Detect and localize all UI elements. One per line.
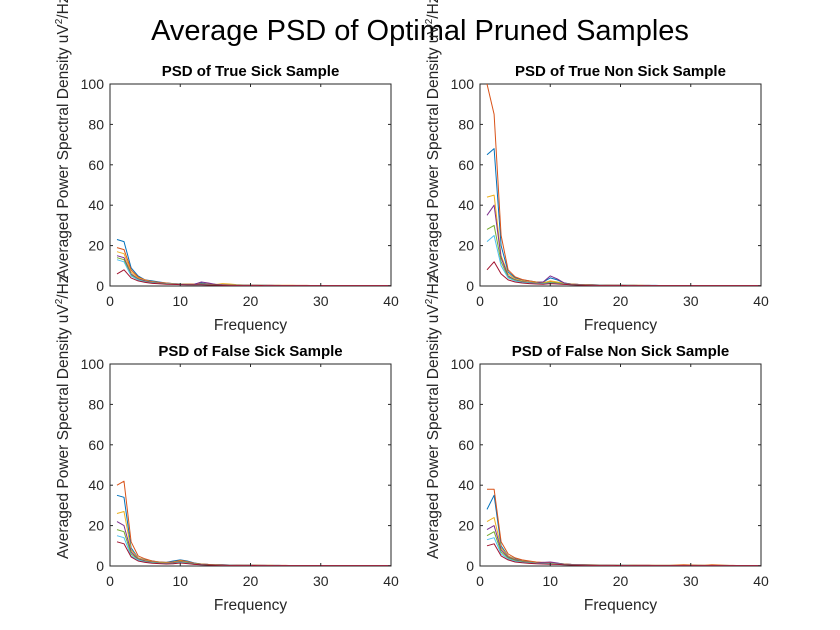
y-tick-label: 20 bbox=[88, 238, 104, 254]
x-tick-label: 10 bbox=[172, 573, 188, 589]
y-tick-label: 0 bbox=[466, 558, 474, 574]
subplot-2: 0 10 20 30 40 0 20 40 60 80 100 PSD of True Non Sic… bbox=[424, 0, 769, 334]
x-tick-label: 0 bbox=[476, 573, 484, 589]
series-line-7 bbox=[486, 261, 761, 286]
x-tick-label: 0 bbox=[106, 573, 114, 589]
y-tick-label: 0 bbox=[96, 278, 104, 294]
y-axis-label: Averaged Power Spectral Density uV2/Hz bbox=[54, 0, 72, 279]
y-tick-label: 100 bbox=[451, 76, 475, 92]
axes-frame bbox=[109, 83, 392, 287]
y-tick-label: 60 bbox=[88, 437, 104, 453]
y-tick-label: 40 bbox=[458, 197, 474, 213]
series-line-1 bbox=[486, 494, 761, 566]
axes-frame bbox=[479, 83, 762, 287]
series-line-4 bbox=[486, 204, 761, 286]
x-tick-label: 10 bbox=[542, 573, 558, 589]
x-tick-label: 20 bbox=[243, 573, 259, 589]
series-group bbox=[116, 480, 391, 566]
x-axis-label: Frequency bbox=[214, 597, 287, 614]
series-line-4 bbox=[486, 525, 761, 566]
series-line-4 bbox=[116, 521, 391, 566]
series-group bbox=[116, 239, 391, 286]
x-tick-label: 30 bbox=[683, 573, 699, 589]
x-tick-label: 40 bbox=[383, 293, 399, 309]
y-tick-label: 80 bbox=[88, 116, 104, 132]
series-line-6 bbox=[486, 235, 761, 286]
axes-frame bbox=[479, 363, 762, 567]
series-line-2 bbox=[116, 480, 391, 566]
x-axis-label: Frequency bbox=[214, 317, 287, 334]
axes-frame bbox=[109, 363, 392, 567]
y-axis-label: Averaged Power Spectral Density uV2/Hz bbox=[424, 275, 442, 559]
series-line-2 bbox=[486, 84, 761, 286]
x-tick-label: 10 bbox=[542, 293, 558, 309]
series-line-7 bbox=[486, 543, 761, 566]
series-line-2 bbox=[487, 488, 761, 566]
x-tick-label: 20 bbox=[243, 293, 259, 309]
subplot-title: PSD of True Sick Sample bbox=[162, 63, 340, 80]
y-tick-label: 20 bbox=[458, 238, 474, 254]
subplot-title: PSD of False Sick Sample bbox=[158, 343, 342, 360]
x-tick-label: 20 bbox=[613, 293, 629, 309]
series-line-1 bbox=[116, 494, 391, 566]
y-tick-label: 100 bbox=[81, 76, 105, 92]
series-line-4 bbox=[116, 255, 391, 286]
series-line-1 bbox=[486, 148, 761, 286]
series-line-7 bbox=[116, 541, 391, 566]
x-axis-label: Frequency bbox=[584, 597, 657, 614]
y-tick-label: 40 bbox=[88, 477, 104, 493]
series-group bbox=[486, 84, 761, 286]
series-line-3 bbox=[116, 511, 391, 566]
y-tick-label: 0 bbox=[96, 558, 104, 574]
series-line-2 bbox=[116, 247, 391, 286]
subplot-1: 0 10 20 30 40 0 20 40 60 80 100 PSD of True Sick Sa… bbox=[54, 0, 399, 334]
y-tick-label: 100 bbox=[451, 356, 475, 372]
y-tick-label: 60 bbox=[458, 437, 474, 453]
x-tick-label: 0 bbox=[476, 293, 484, 309]
y-tick-label: 60 bbox=[458, 157, 474, 173]
x-tick-label: 30 bbox=[683, 293, 699, 309]
subplot-title: PSD of True Non Sick Sample bbox=[515, 63, 726, 80]
x-tick-label: 40 bbox=[383, 573, 399, 589]
series-line-3 bbox=[116, 251, 391, 286]
series-line-5 bbox=[116, 529, 391, 566]
series-line-3 bbox=[486, 517, 761, 566]
x-tick-label: 30 bbox=[313, 573, 329, 589]
series-line-3 bbox=[486, 194, 761, 286]
y-tick-label: 100 bbox=[81, 356, 105, 372]
x-tick-label: 30 bbox=[313, 293, 329, 309]
y-axis-label: Averaged Power Spectral Density uV2/Hz bbox=[424, 0, 442, 279]
y-tick-label: 20 bbox=[458, 518, 474, 534]
x-tick-label: 40 bbox=[753, 293, 769, 309]
x-tick-label: 40 bbox=[753, 573, 769, 589]
figure-title: Average PSD of Optimal Pruned Samples bbox=[151, 15, 689, 47]
y-tick-label: 20 bbox=[88, 518, 104, 534]
y-tick-label: 60 bbox=[88, 157, 104, 173]
x-tick-label: 0 bbox=[106, 293, 114, 309]
x-axis-label: Frequency bbox=[584, 317, 657, 334]
y-tick-label: 80 bbox=[88, 396, 104, 412]
series-group bbox=[486, 488, 761, 566]
series-line-5 bbox=[486, 224, 761, 286]
y-tick-label: 40 bbox=[88, 197, 104, 213]
series-line-7 bbox=[116, 269, 391, 286]
y-tick-label: 80 bbox=[458, 396, 474, 412]
y-tick-label: 0 bbox=[466, 278, 474, 294]
y-tick-label: 80 bbox=[458, 116, 474, 132]
y-axis-label: Averaged Power Spectral Density uV2/Hz bbox=[54, 275, 72, 559]
x-tick-label: 10 bbox=[172, 293, 188, 309]
series-line-6 bbox=[116, 535, 391, 566]
y-tick-label: 40 bbox=[458, 477, 474, 493]
series-line-1 bbox=[116, 239, 391, 286]
x-tick-label: 20 bbox=[613, 573, 629, 589]
subplot-title: PSD of False Non Sick Sample bbox=[512, 343, 730, 360]
